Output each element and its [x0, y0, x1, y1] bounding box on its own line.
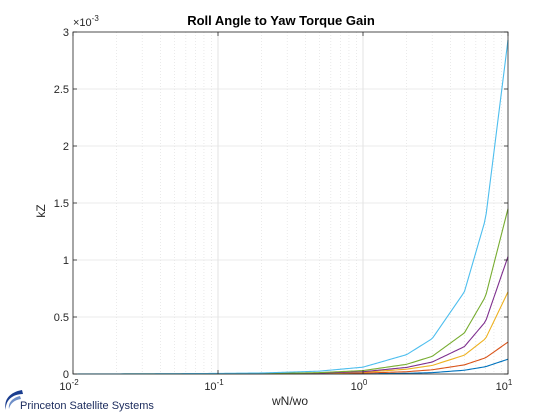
series-line-3	[73, 291, 509, 375]
x-tick-label: 100	[351, 378, 368, 393]
brand-name: Princeton Satellite Systems	[20, 400, 154, 412]
grid	[72, 31, 508, 375]
series-line-4	[73, 256, 509, 375]
y-axis-label: kZ	[34, 204, 48, 217]
y-tick-label: 0	[63, 369, 69, 381]
x-tick-label: 10-1	[204, 378, 224, 393]
x-tick-label: 101	[496, 378, 513, 393]
series-line-5	[73, 208, 509, 375]
y-tick-label: 2.5	[54, 84, 69, 96]
chart-title: Roll Angle to Yaw Torque Gain	[187, 13, 375, 28]
axes	[72, 31, 509, 375]
y-tick-label: 1.5	[54, 198, 69, 210]
y-tick-label: 2	[63, 141, 69, 153]
y-tick-label: 0.5	[54, 312, 69, 324]
y-tick-label: 3	[63, 27, 69, 39]
series-lines	[72, 39, 509, 375]
series-line-6	[72, 39, 509, 375]
tick-labels: 10-2 10-1 100 101 0 0.5 1 1.5 2 2.5 3	[54, 27, 513, 393]
x-axis-label: wN/wo	[271, 394, 308, 408]
logo-swoosh-icon	[5, 390, 23, 410]
x-tick-label: 10-2	[59, 378, 79, 393]
series-line-2	[73, 341, 509, 375]
y-tick-label: 1	[63, 255, 69, 267]
y-multiplier-label: ×10-3	[73, 14, 99, 29]
